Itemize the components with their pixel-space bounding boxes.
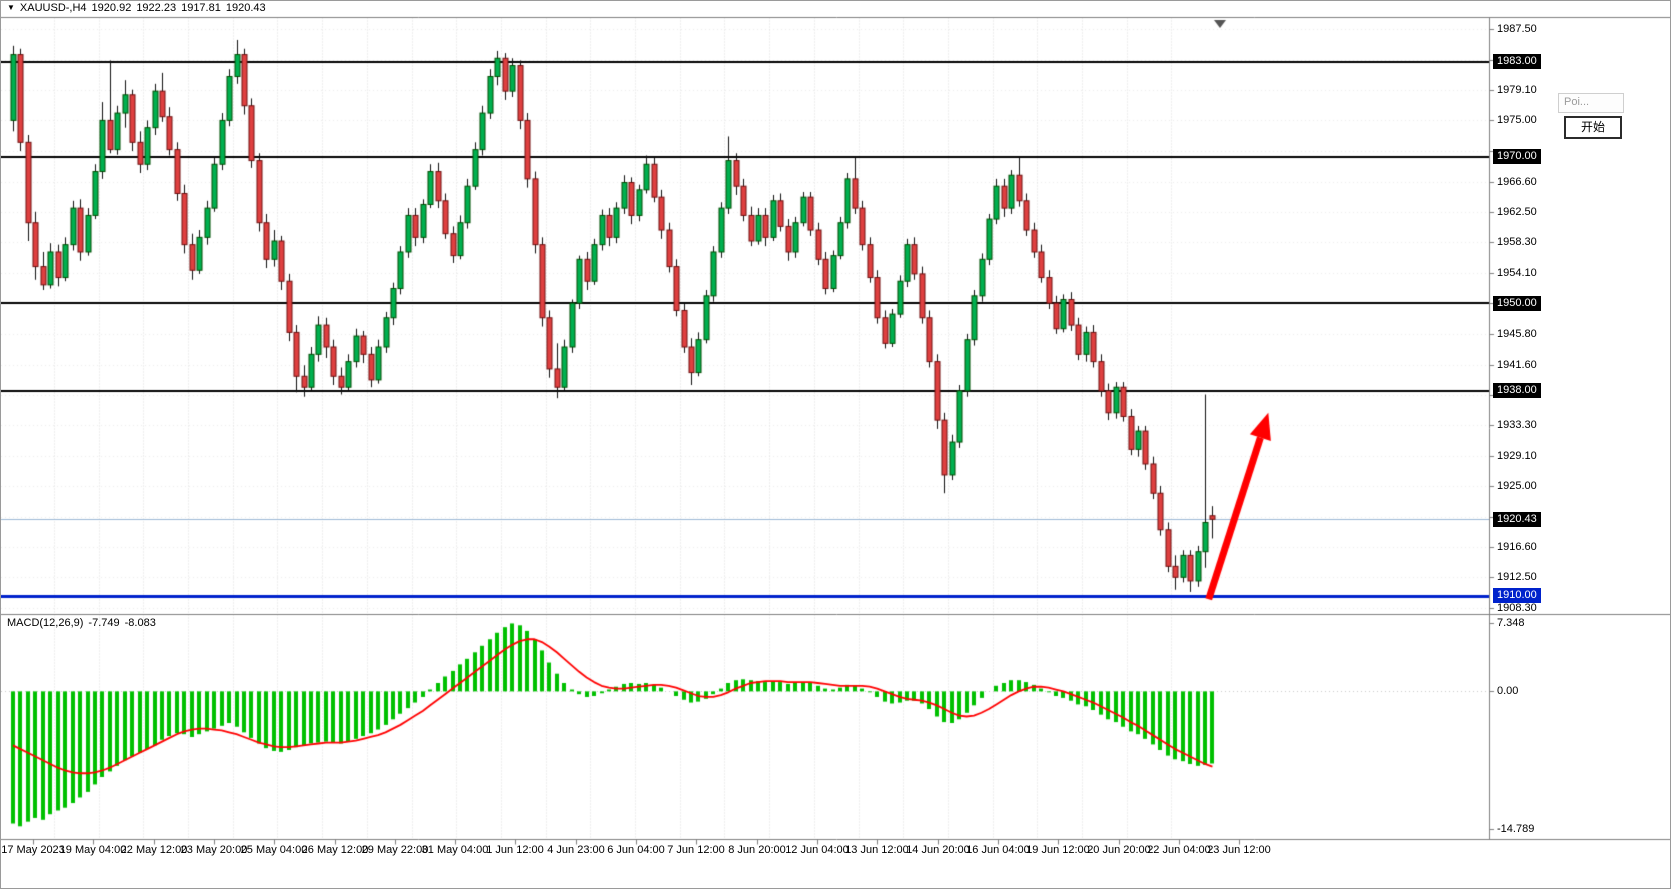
time-axis-label: 14 Jun 20:00 [906,844,970,856]
price-tick-label: 1979.10 [1497,84,1537,97]
price-tick-label: 1987.50 [1497,23,1537,35]
time-axis-label: 20 Jun 20:00 [1087,844,1151,856]
time-axis-label: 17 May 2023 [1,844,65,856]
price-line-label: 1950.00 [1493,295,1541,311]
time-axis-label: 4 Jun 23:00 [547,844,605,856]
time-axis-label: 16 Jun 04:00 [966,844,1030,856]
macd-signal-value: -8.083 [124,617,156,629]
macd-name: MACD(12,26,9) [7,617,84,629]
ohlc-close: 1920.43 [225,2,266,14]
pointer-tooltip-text: Poi... [1564,96,1590,108]
price-line-label: 1938.00 [1493,383,1541,399]
macd-tick-label: 0.00 [1497,685,1519,698]
price-line-label: 1983.00 [1493,54,1541,70]
price-line-label: 1970.00 [1493,149,1541,165]
time-axis-label: 26 May 12:00 [301,844,369,856]
price-tick-label: 1908.30 [1497,602,1537,614]
price-tick-label: 1916.60 [1497,541,1537,554]
time-axis-label: 19 Jun 12:00 [1026,844,1090,856]
price-tick-label: 1912.50 [1497,571,1537,584]
time-axis-label: 6 Jun 04:00 [607,844,665,856]
time-axis-label: 12 Jun 04:00 [785,844,849,856]
price-line-label: 1910.00 [1493,588,1541,604]
macd-tick-label: 7.348 [1497,617,1525,629]
time-axis-label: 29 May 22:00 [361,844,429,856]
price-tick-label: 1954.10 [1497,267,1537,280]
macd-main-value: -7.749 [88,617,120,629]
chart-title: ▼ XAUUSD-,H4 1920.92 1922.23 1917.81 1920.43 [7,2,271,14]
time-axis-label: 31 May 04:00 [421,844,489,856]
current-price-label: 1920.43 [1493,511,1541,527]
price-tick-label: 1966.60 [1497,175,1537,188]
pointer-tooltip: Poi... [1558,93,1624,113]
start-button[interactable]: 开始 [1564,116,1622,139]
symbol-dropdown-icon[interactable]: ▼ [7,3,15,12]
macd-indicator-label: MACD(12,26,9) -7.749 -8.083 [7,617,161,629]
time-axis-label: 23 Jun 12:00 [1207,844,1271,856]
ohlc-high: 1922.23 [136,2,177,14]
price-tick-label: 1925.00 [1497,479,1537,492]
ohlc-open: 1920.92 [91,2,132,14]
time-axis-label: 25 May 04:00 [240,844,308,856]
time-axis-label: 13 Jun 12:00 [845,844,909,856]
price-tick-label: 1975.00 [1497,114,1537,127]
time-axis-label: 23 May 20:00 [180,844,248,856]
time-axis-label: 22 May 12:00 [120,844,188,856]
time-axis-label: 1 Jun 12:00 [486,844,544,856]
time-axis-label: 22 Jun 04:00 [1147,844,1211,856]
ohlc-low: 1917.81 [181,2,221,14]
time-axis-label: 7 Jun 12:00 [667,844,725,856]
price-tick-label: 1945.80 [1497,327,1537,340]
time-axis-label: 8 Jun 20:00 [728,844,786,856]
price-tick-label: 1933.30 [1497,419,1537,432]
price-tick-label: 1958.30 [1497,236,1537,249]
price-tick-label: 1962.50 [1497,205,1537,218]
macd-tick-label: -14.789 [1497,823,1535,835]
time-axis-label: 19 May 04:00 [59,844,127,856]
price-tick-label: 1929.10 [1497,449,1537,462]
price-tick-label: 1941.60 [1497,358,1537,371]
symbol-period-label: XAUUSD-,H4 [19,2,87,14]
